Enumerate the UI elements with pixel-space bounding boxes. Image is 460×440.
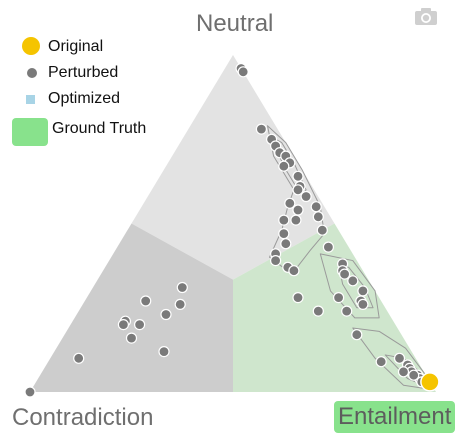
perturbed-point <box>278 160 290 172</box>
perturbed-point <box>312 305 324 317</box>
perturbed-point <box>158 346 170 358</box>
legend-original-label: Original <box>48 38 104 55</box>
vertex-label-contradiction: Contradiction <box>12 404 154 431</box>
legend-ground-truth[interactable]: Ground Truth <box>12 36 212 146</box>
perturbed-point <box>357 285 369 297</box>
perturbed-point <box>292 292 304 304</box>
perturbed-point <box>408 369 420 381</box>
perturbed-point <box>292 170 304 182</box>
legend-perturbed-label: Perturbed <box>48 64 119 81</box>
perturbed-point <box>397 366 410 378</box>
perturbed-point <box>310 201 322 213</box>
perturbed-point <box>237 66 249 78</box>
perturbed-point <box>292 204 304 216</box>
perturbed-point <box>316 224 328 236</box>
perturbed-point <box>288 265 300 277</box>
perturbed-point <box>270 255 282 267</box>
perturbed-point <box>347 275 359 287</box>
perturbed-point <box>284 197 296 209</box>
perturbed-point <box>160 308 172 321</box>
perturbed-point <box>24 386 36 398</box>
ground-truth-swatch-icon <box>12 118 48 146</box>
perturbed-point <box>278 214 290 226</box>
legend-ground-truth-label: Ground Truth <box>52 120 147 137</box>
original-marker-icon <box>22 37 40 55</box>
perturbed-point <box>174 298 186 310</box>
perturbed-point <box>339 268 351 280</box>
perturbed-point <box>312 211 324 223</box>
vertex-label-entailment: Entailment <box>334 401 456 433</box>
perturbed-marker-icon <box>27 68 37 78</box>
legend-optimized-label: Optimized <box>48 90 121 107</box>
perturbed-point <box>255 123 267 135</box>
original-point <box>420 372 440 392</box>
perturbed-point <box>73 352 85 364</box>
vertex-label-neutral: Neutral <box>196 10 274 37</box>
data-points <box>24 62 440 398</box>
perturbed-point <box>292 184 304 196</box>
perturbed-point <box>290 214 302 226</box>
perturbed-point <box>134 319 146 331</box>
perturbed-point <box>280 238 292 250</box>
perturbed-point <box>357 298 369 310</box>
perturbed-point <box>393 352 406 364</box>
perturbed-point <box>341 305 353 317</box>
perturbed-point <box>140 295 152 307</box>
perturbed-point <box>322 241 334 253</box>
optimized-marker-icon <box>26 95 35 104</box>
perturbed-point <box>176 281 188 294</box>
region-contradiction <box>30 223 233 392</box>
density-contour-4 <box>319 253 380 319</box>
perturbed-point <box>125 332 138 344</box>
perturbed-point <box>278 228 290 240</box>
perturbed-point <box>333 292 345 304</box>
camera-icon[interactable] <box>414 6 438 26</box>
density-contour-3 <box>338 263 374 309</box>
perturbed-point <box>375 356 387 368</box>
perturbed-point <box>351 329 363 341</box>
perturbed-point <box>117 319 130 331</box>
perturbed-point <box>300 190 312 203</box>
